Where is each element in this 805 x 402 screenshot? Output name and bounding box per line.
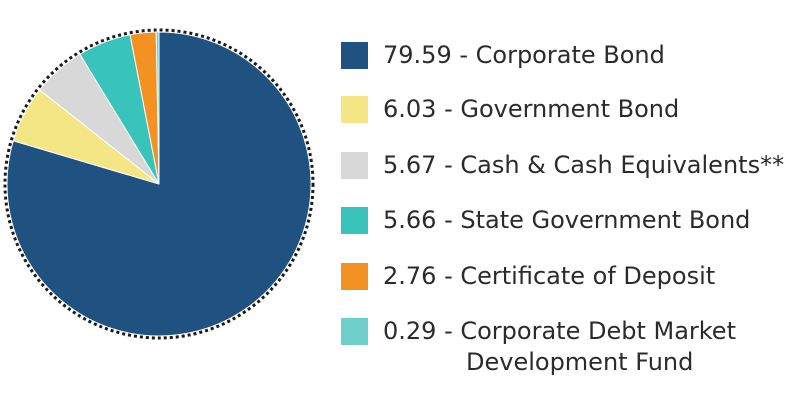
legend-label: State Government Bond xyxy=(460,206,751,234)
legend-separator: - xyxy=(436,206,461,234)
legend: 79.59 - Corporate Bond 6.03 - Government… xyxy=(341,0,801,402)
legend-text: 79.59 - Corporate Bond xyxy=(383,40,665,71)
legend-item-corporate-bond: 79.59 - Corporate Bond xyxy=(341,40,665,71)
legend-swatch xyxy=(341,263,368,290)
legend-item-government-bond: 6.03 - Government Bond xyxy=(341,94,679,125)
legend-swatch xyxy=(341,42,368,69)
legend-item-corporate-debt-market-development-fund: 0.29 - Corporate Debt Market Development… xyxy=(341,316,736,378)
legend-label: Corporate Debt Market xyxy=(460,317,736,345)
legend-value: 5.67 xyxy=(383,151,437,179)
legend-item-cash-equivalents: 5.67 - Cash & Cash Equivalents** xyxy=(341,150,784,181)
legend-label: Government Bond xyxy=(460,95,680,123)
legend-text: 5.66 - State Government Bond xyxy=(383,205,750,236)
legend-swatch xyxy=(341,207,368,234)
legend-value: 5.66 xyxy=(383,206,437,234)
legend-value: 0.29 xyxy=(383,317,437,345)
legend-label: Corporate Bond xyxy=(475,41,665,69)
legend-swatch xyxy=(341,152,368,179)
legend-separator: - xyxy=(451,41,476,69)
legend-text: 6.03 - Government Bond xyxy=(383,94,679,125)
legend-separator: - xyxy=(436,262,461,290)
pie-slice-corporate-debt-market-development-fund xyxy=(155,31,160,185)
legend-text: 5.67 - Cash & Cash Equivalents** xyxy=(383,150,784,181)
legend-label-line-2: Development Fund xyxy=(466,348,694,376)
legend-text: 2.76 - Certificate of Deposit xyxy=(383,261,715,292)
legend-item-state-government-bond: 5.66 - State Government Bond xyxy=(341,205,750,236)
pie-chart xyxy=(3,28,315,340)
legend-swatch xyxy=(341,96,368,123)
legend-label: Cash & Cash Equivalents** xyxy=(460,151,785,179)
legend-label: Certificate of Deposit xyxy=(460,262,716,290)
legend-value: 2.76 xyxy=(383,262,437,290)
legend-swatch xyxy=(341,318,368,345)
legend-separator: - xyxy=(436,95,461,123)
legend-item-certificate-of-deposit: 2.76 - Certificate of Deposit xyxy=(341,261,715,292)
legend-value: 79.59 xyxy=(383,41,452,69)
legend-value: 6.03 xyxy=(383,95,437,123)
legend-separator: - xyxy=(436,151,461,179)
legend-text: 0.29 - Corporate Debt Market Development… xyxy=(383,316,736,378)
pie-outline xyxy=(3,28,315,340)
legend-separator: - xyxy=(436,317,461,345)
